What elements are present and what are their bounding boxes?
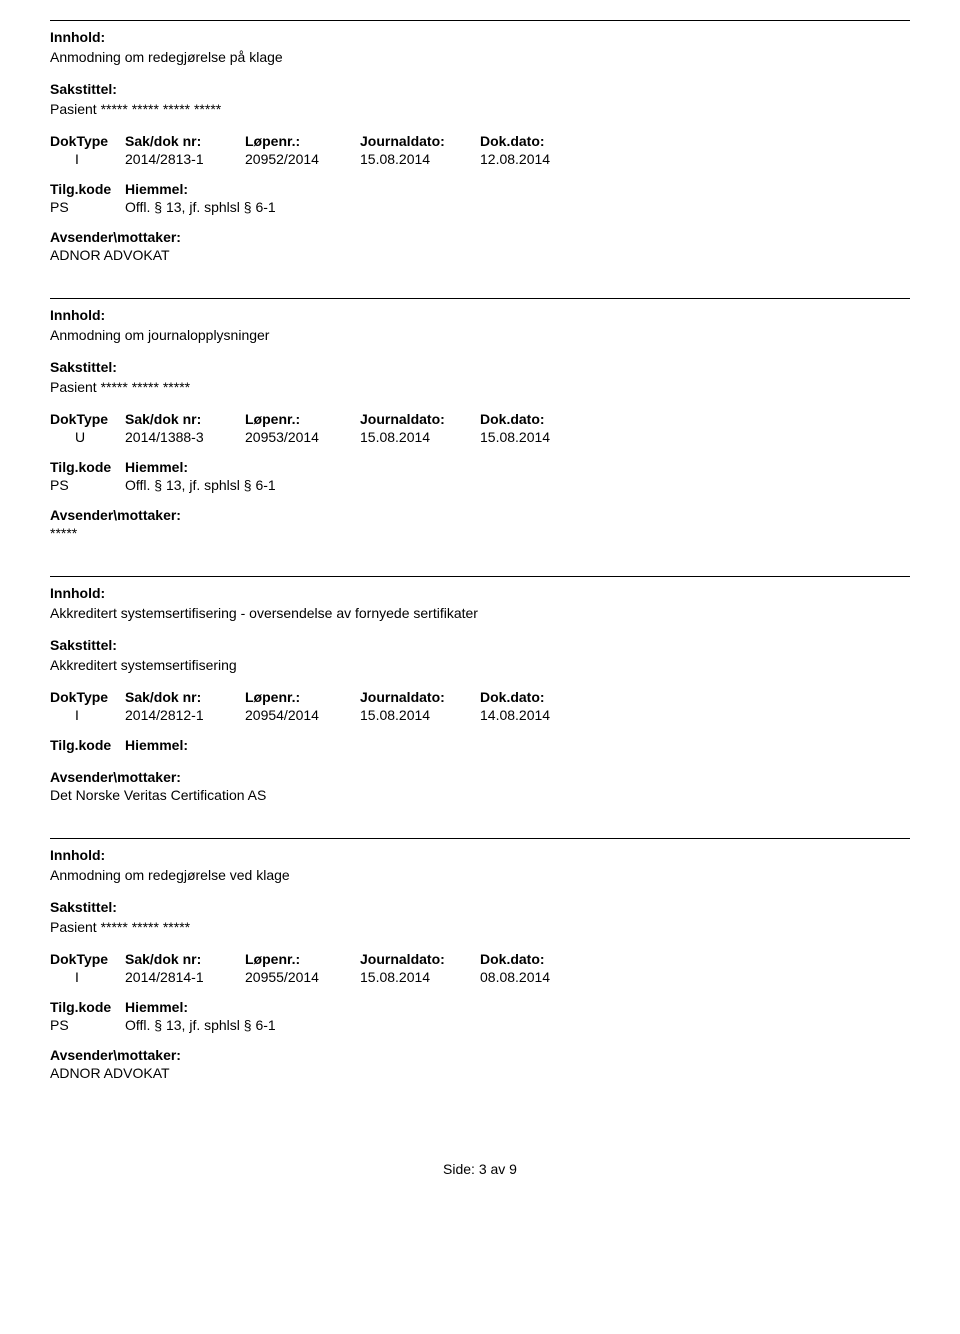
innhold-label: Innhold: [50,29,910,45]
dokdato-header: Dok.dato: [480,951,590,967]
hiemmel-header: Hiemmel: [125,737,188,753]
sakdok-header: Sak/dok nr: [125,951,245,967]
tilg-header-row: Tilg.kode Hiemmel: [50,181,910,197]
journal-record: Innhold: Anmodning om redegjørelse på kl… [50,20,910,263]
sakdok-header: Sak/dok nr: [125,689,245,705]
hiemmel-header: Hiemmel: [125,999,188,1015]
tilgkode-header: Tilg.kode [50,999,125,1015]
column-headers: DokType Sak/dok nr: Løpenr.: Journaldato… [50,951,910,967]
doktype-header: DokType [50,411,125,427]
tilgkode-header: Tilg.kode [50,181,125,197]
doktype-header: DokType [50,951,125,967]
sakstittel-label: Sakstittel: [50,637,910,653]
lopenr-header: Løpenr.: [245,951,360,967]
avsender-value: ADNOR ADVOKAT [50,1065,910,1081]
tilg-header-row: Tilg.kode Hiemmel: [50,999,910,1015]
innhold-label: Innhold: [50,307,910,323]
lopenr-value: 20954/2014 [245,707,360,723]
column-headers: DokType Sak/dok nr: Løpenr.: Journaldato… [50,133,910,149]
innhold-label: Innhold: [50,847,910,863]
sakstittel-label: Sakstittel: [50,899,910,915]
column-values: I 2014/2814-1 20955/2014 15.08.2014 08.0… [50,969,910,985]
tilg-value-row: PS Offl. § 13, jf. sphlsl § 6-1 [50,477,910,493]
sakstittel-label: Sakstittel: [50,359,910,375]
tilgkode-value: PS [50,477,125,493]
doktype-header: DokType [50,133,125,149]
column-values: I 2014/2813-1 20952/2014 15.08.2014 12.0… [50,151,910,167]
sakdok-header: Sak/dok nr: [125,133,245,149]
journal-record: Innhold: Anmodning om redegjørelse ved k… [50,838,910,1081]
journal-record: Innhold: Anmodning om journalopplysninge… [50,298,910,541]
journaldato-header: Journaldato: [360,689,480,705]
doktype-value: U [50,429,125,445]
column-values: I 2014/2812-1 20954/2014 15.08.2014 14.0… [50,707,910,723]
lopenr-value: 20953/2014 [245,429,360,445]
lopenr-header: Løpenr.: [245,411,360,427]
journaldato-value: 15.08.2014 [360,151,480,167]
dokdato-header: Dok.dato: [480,133,590,149]
journaldato-header: Journaldato: [360,411,480,427]
dokdato-value: 15.08.2014 [480,429,590,445]
avsender-value: Det Norske Veritas Certification AS [50,787,910,803]
journal-record: Innhold: Akkreditert systemsertifisering… [50,576,910,803]
avsender-label: Avsender\mottaker: [50,507,910,523]
hiemmel-value: Offl. § 13, jf. sphlsl § 6-1 [125,199,276,215]
dokdato-header: Dok.dato: [480,411,590,427]
hiemmel-header: Hiemmel: [125,459,188,475]
sakdok-value: 2014/1388-3 [125,429,245,445]
tilgkode-header: Tilg.kode [50,459,125,475]
dokdato-value: 14.08.2014 [480,707,590,723]
tilgkode-header: Tilg.kode [50,737,125,753]
journaldato-value: 15.08.2014 [360,969,480,985]
sakstittel-value: Akkreditert systemsertifisering [50,657,910,673]
sakdok-header: Sak/dok nr: [125,411,245,427]
doktype-header: DokType [50,689,125,705]
lopenr-value: 20955/2014 [245,969,360,985]
dokdato-value: 12.08.2014 [480,151,590,167]
hiemmel-value: Offl. § 13, jf. sphlsl § 6-1 [125,1017,276,1033]
page-footer: Side: 3 av 9 [50,1161,910,1177]
lopenr-header: Løpenr.: [245,689,360,705]
tilg-header-row: Tilg.kode Hiemmel: [50,737,910,753]
sakdok-value: 2014/2814-1 [125,969,245,985]
sakstittel-value: Pasient ***** ***** ***** ***** [50,101,910,117]
dokdato-value: 08.08.2014 [480,969,590,985]
avsender-value: ***** [50,525,910,541]
column-headers: DokType Sak/dok nr: Løpenr.: Journaldato… [50,689,910,705]
innhold-value: Anmodning om redegjørelse ved klage [50,867,910,883]
lopenr-value: 20952/2014 [245,151,360,167]
column-values: U 2014/1388-3 20953/2014 15.08.2014 15.0… [50,429,910,445]
tilg-header-row: Tilg.kode Hiemmel: [50,459,910,475]
doktype-value: I [50,707,125,723]
sakstittel-value: Pasient ***** ***** ***** [50,919,910,935]
journaldato-header: Journaldato: [360,133,480,149]
hiemmel-value: Offl. § 13, jf. sphlsl § 6-1 [125,477,276,493]
avsender-value: ADNOR ADVOKAT [50,247,910,263]
tilg-value-row: PS Offl. § 13, jf. sphlsl § 6-1 [50,199,910,215]
sakdok-value: 2014/2812-1 [125,707,245,723]
avsender-label: Avsender\mottaker: [50,229,910,245]
lopenr-header: Løpenr.: [245,133,360,149]
avsender-label: Avsender\mottaker: [50,1047,910,1063]
journaldato-value: 15.08.2014 [360,429,480,445]
innhold-value: Anmodning om journalopplysninger [50,327,910,343]
tilgkode-value: PS [50,1017,125,1033]
tilgkode-value: PS [50,199,125,215]
doktype-value: I [50,969,125,985]
innhold-value: Akkreditert systemsertifisering - overse… [50,605,910,621]
sakdok-value: 2014/2813-1 [125,151,245,167]
hiemmel-header: Hiemmel: [125,181,188,197]
sakstittel-value: Pasient ***** ***** ***** [50,379,910,395]
journaldato-header: Journaldato: [360,951,480,967]
column-headers: DokType Sak/dok nr: Løpenr.: Journaldato… [50,411,910,427]
tilg-value-row: PS Offl. § 13, jf. sphlsl § 6-1 [50,1017,910,1033]
innhold-value: Anmodning om redegjørelse på klage [50,49,910,65]
avsender-label: Avsender\mottaker: [50,769,910,785]
doktype-value: I [50,151,125,167]
dokdato-header: Dok.dato: [480,689,590,705]
innhold-label: Innhold: [50,585,910,601]
sakstittel-label: Sakstittel: [50,81,910,97]
journaldato-value: 15.08.2014 [360,707,480,723]
